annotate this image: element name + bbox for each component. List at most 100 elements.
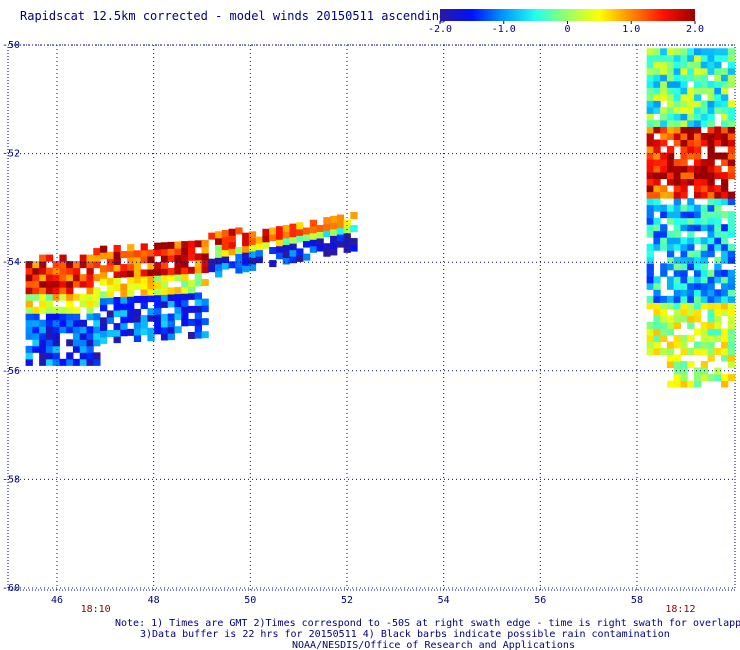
heatmap-cell (693, 113, 702, 121)
heatmap-cell (707, 341, 715, 349)
heatmap-cell (673, 315, 681, 323)
heatmap-cell (653, 172, 661, 180)
heatmap-cell (700, 282, 709, 290)
heatmap-cell (680, 126, 688, 134)
heatmap-cell (154, 262, 162, 270)
heatmap-cell (262, 228, 270, 236)
heatmap-cell (687, 230, 695, 238)
heatmap-cell (147, 275, 155, 283)
heatmap-cell (167, 293, 175, 302)
heatmap-cell (52, 332, 60, 340)
heatmap-cell (660, 159, 668, 167)
heatmap-cell (660, 204, 668, 212)
heatmap-cell (39, 332, 47, 340)
heatmap-cell (660, 132, 668, 140)
heatmap-cell (275, 226, 284, 234)
heatmap-cell (174, 306, 182, 314)
heatmap-cell (673, 211, 681, 219)
heatmap-cell (45, 274, 54, 282)
heatmap-cell (673, 126, 681, 134)
heatmap-cell (673, 302, 681, 310)
heatmap-cell (120, 303, 128, 311)
heatmap-cell (127, 289, 135, 297)
heatmap-cell (45, 306, 54, 314)
heatmap-cell (727, 113, 736, 121)
heatmap-cell (721, 132, 729, 140)
heatmap-cell (666, 250, 675, 258)
heatmap-cell (693, 341, 702, 349)
heatmap-cell (653, 334, 661, 342)
heatmap-cell (666, 347, 675, 356)
heatmap-cell (215, 244, 223, 252)
heatmap-cell (680, 237, 688, 245)
heatmap-cell (700, 328, 709, 336)
heatmap-cell (666, 237, 675, 245)
heatmap-cell (680, 87, 688, 95)
heatmap-cell (323, 249, 331, 257)
heatmap-cell (721, 243, 729, 251)
heatmap-cell (25, 287, 33, 295)
heatmap-cell (653, 165, 661, 173)
heatmap-cell (646, 263, 654, 271)
heatmap-cell (693, 269, 702, 277)
heatmap-cell (714, 106, 722, 114)
heatmap-cell (133, 269, 142, 277)
heatmap-cell (653, 315, 661, 323)
heatmap-cell (673, 119, 681, 127)
heatmap-cell (666, 243, 675, 251)
heatmap-cell (721, 152, 729, 160)
heatmap-cell (167, 241, 175, 249)
heatmap-cell (25, 358, 33, 366)
heatmap-cell (687, 67, 695, 75)
heatmap-cell (154, 281, 162, 289)
heatmap-cell (687, 250, 695, 258)
heatmap-cell (59, 280, 67, 288)
heatmap-cell (330, 248, 338, 256)
heatmap-cell (687, 126, 695, 134)
heatmap-cell (721, 172, 729, 180)
heatmap-cell (45, 339, 54, 347)
heatmap-cell (93, 293, 101, 301)
heatmap-cell (673, 61, 681, 69)
heatmap-cell (680, 204, 688, 212)
heatmap-cell (201, 266, 209, 274)
heatmap-cell (721, 269, 729, 277)
heatmap-cell (45, 319, 54, 327)
heatmap-cell (160, 274, 169, 282)
heatmap-cell (707, 334, 715, 342)
heatmap-cell (680, 48, 688, 56)
heatmap-cell (113, 329, 121, 337)
heatmap-cell (666, 263, 675, 271)
heatmap-cell (721, 334, 729, 342)
heatmap-cell (215, 250, 223, 258)
heatmap-cell (707, 145, 715, 154)
heatmap-cell (714, 185, 722, 193)
heatmap-cell (275, 252, 284, 260)
heatmap-cell (666, 113, 675, 121)
heatmap-cell (646, 204, 654, 212)
heatmap-cell (707, 132, 715, 140)
colorbar-tick-label: 0 (564, 24, 570, 35)
heatmap-cell (700, 119, 709, 127)
heatmap-cell (350, 238, 358, 246)
heatmap-cell (707, 328, 715, 336)
heatmap-cell (707, 354, 715, 362)
heatmap-cell (174, 254, 182, 262)
heatmap-cell (45, 352, 54, 360)
heatmap-cell (653, 74, 661, 82)
heatmap-cell (693, 380, 702, 388)
heatmap-cell (707, 295, 715, 303)
heatmap-cell (201, 239, 209, 247)
heatmap-cell (187, 266, 196, 274)
heatmap-cell (693, 54, 702, 62)
heatmap-cell (680, 152, 688, 160)
heatmap-cell (113, 284, 121, 292)
heatmap-cell (336, 240, 345, 248)
heatmap-cell (714, 74, 722, 82)
heatmap-cell (106, 316, 115, 324)
colorbar-tick-label: -1.0 (492, 24, 516, 35)
heatmap-cell (714, 93, 722, 101)
heatmap-cell (120, 264, 128, 272)
heatmap-cell (721, 80, 729, 88)
heatmap-cell (133, 276, 142, 284)
